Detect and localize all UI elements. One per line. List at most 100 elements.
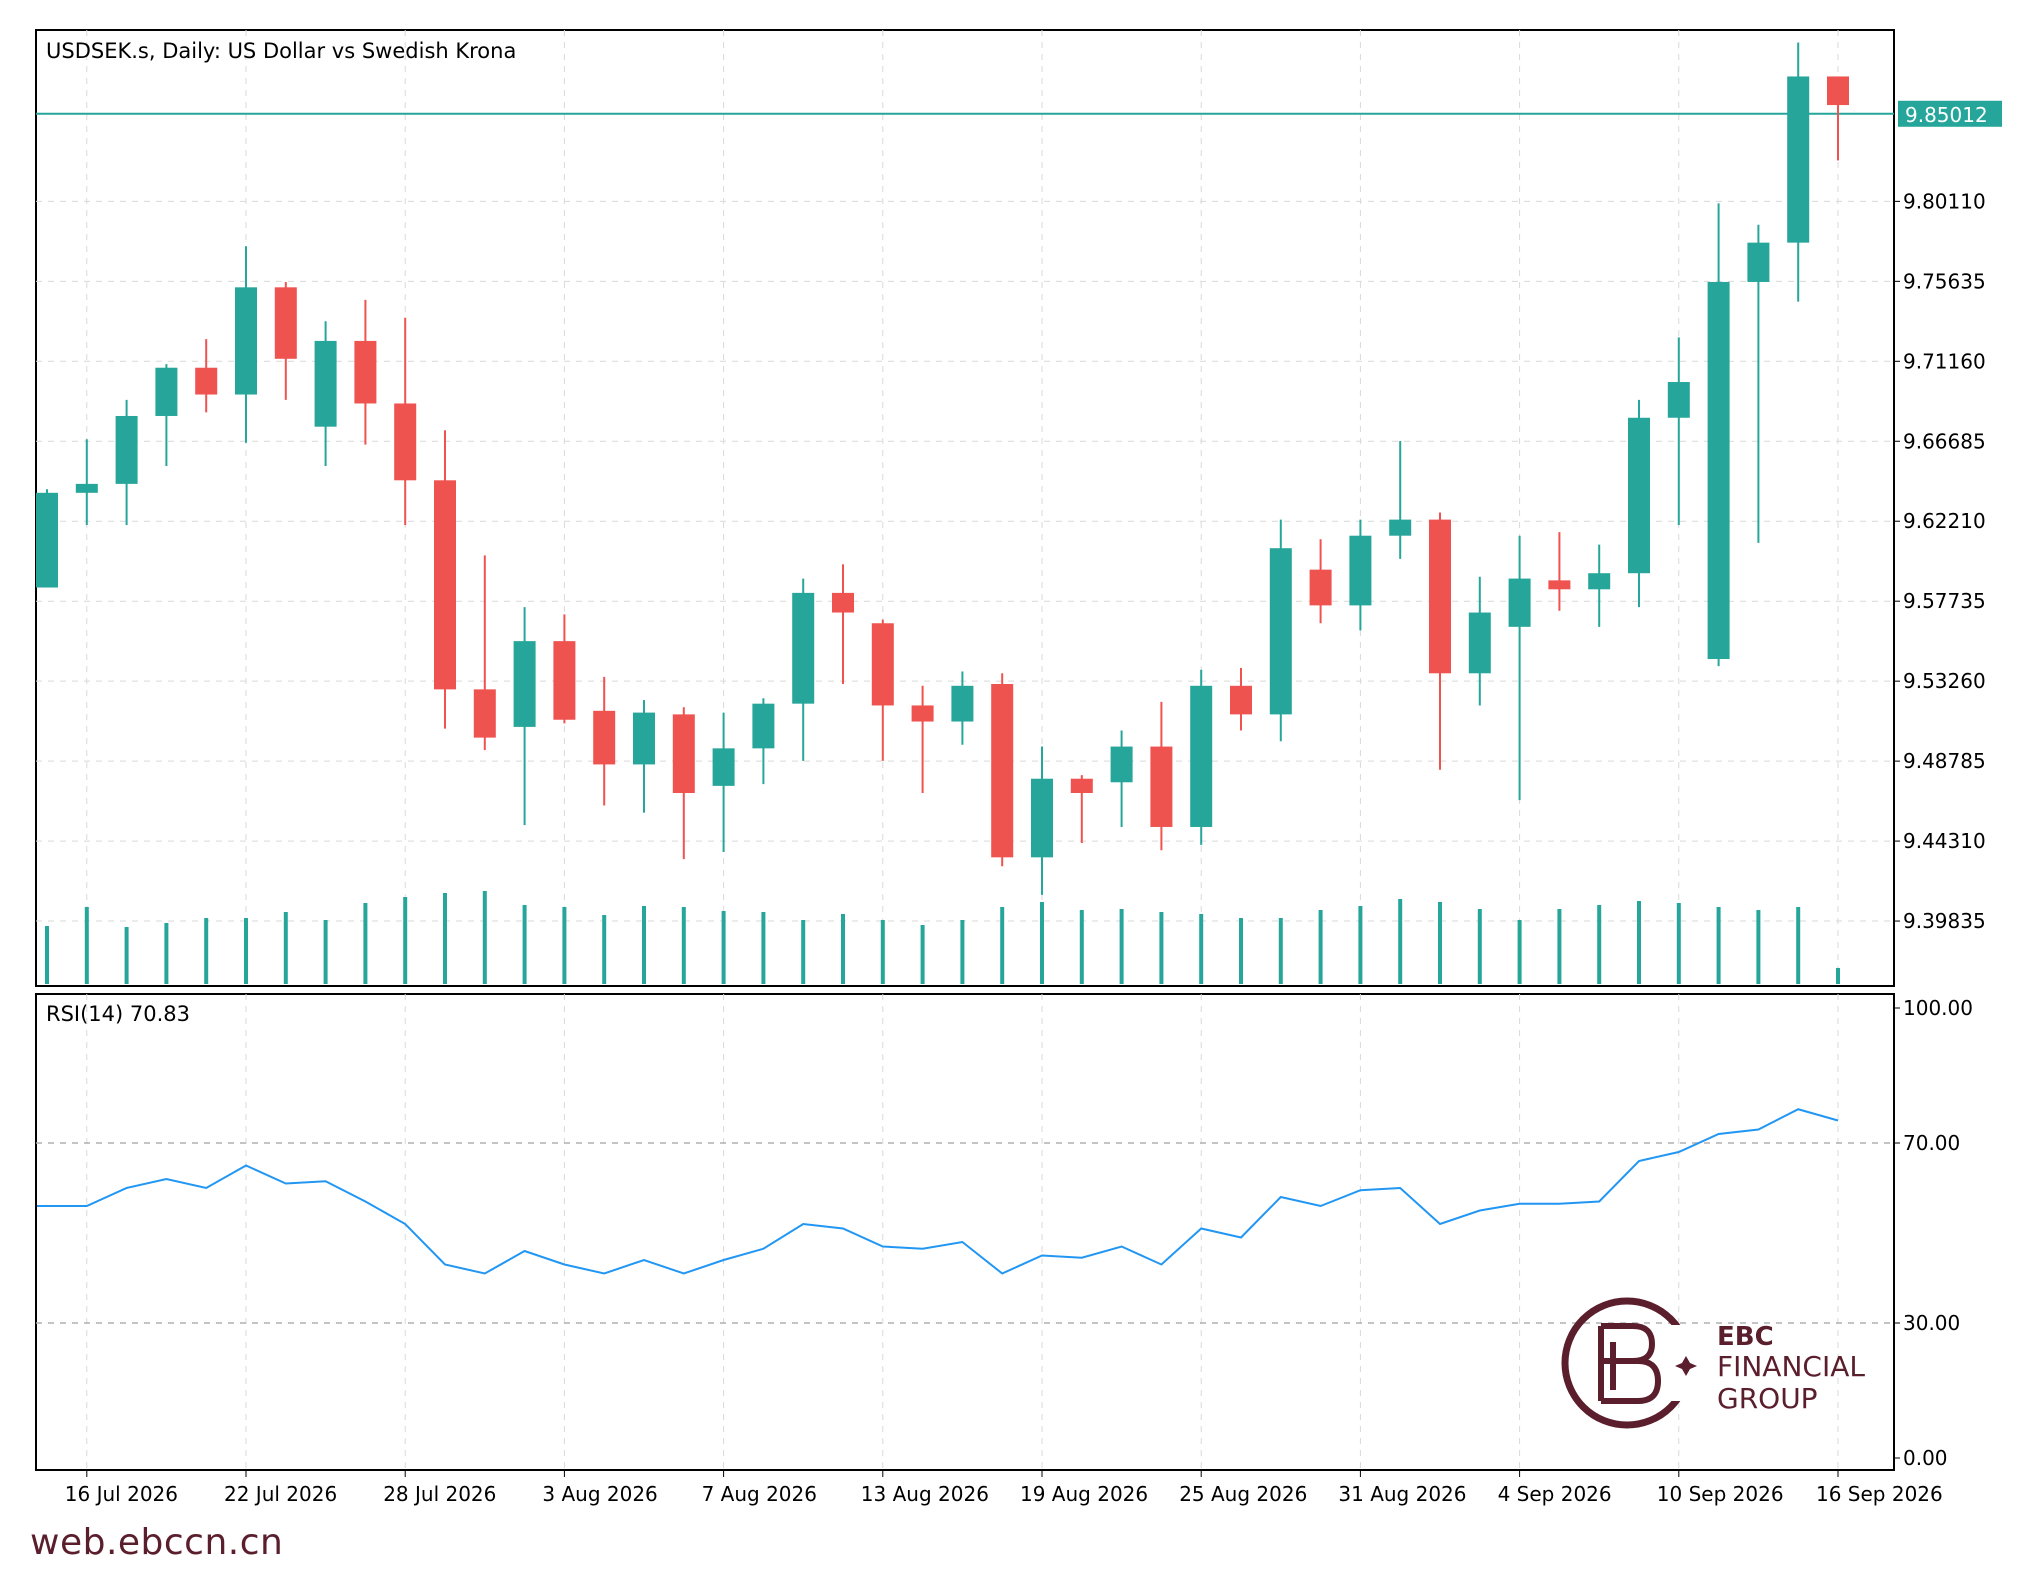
rsi-tick-label: 30.00 xyxy=(1903,1311,1960,1335)
candle-bull xyxy=(115,415,138,484)
time-tick-label: 28 Jul 2026 xyxy=(383,1482,496,1506)
volume-bar xyxy=(124,927,129,984)
rsi-tick-label: 70.00 xyxy=(1903,1131,1960,1155)
ebc-logo: EBC FINANCIAL GROUP xyxy=(1561,1297,1865,1429)
ebc-logo-group: GROUP xyxy=(1717,1382,1818,1415)
volume-bar xyxy=(920,925,925,984)
rsi-tick-label: 100.00 xyxy=(1903,996,1973,1020)
ebc-logo-gap xyxy=(1660,1325,1700,1401)
candle-bear xyxy=(1548,580,1571,590)
candle-bear xyxy=(1070,778,1093,794)
volume-bar xyxy=(960,920,965,984)
time-tick-label: 7 Aug 2026 xyxy=(702,1482,817,1506)
volume-bar xyxy=(45,926,49,984)
volume-bar xyxy=(204,918,209,984)
current-price-tag xyxy=(1898,100,2002,127)
sparkle-icon xyxy=(1675,1356,1697,1376)
volume-bar xyxy=(1000,907,1005,984)
volume-bar xyxy=(323,920,328,984)
axes: 9.80110 9.75635 9.71160 9.66685 9.62210 9.577… xyxy=(65,189,1986,1506)
rsi-line xyxy=(37,1108,1839,1275)
volume-bar xyxy=(1796,907,1801,984)
volume-bar xyxy=(602,915,607,984)
volume-bar xyxy=(1159,912,1164,984)
volume-bar xyxy=(1637,901,1641,984)
candle-bull xyxy=(1269,548,1292,715)
candle-bear xyxy=(832,592,854,613)
price-tick-label: 9.44310 xyxy=(1903,829,1986,853)
candle-bull xyxy=(1747,242,1770,282)
price-tick-label: 9.48785 xyxy=(1903,749,1986,773)
volume-bar xyxy=(1199,914,1204,984)
current-price-marker: 9.85012 xyxy=(1898,100,2002,127)
candle-bull xyxy=(1667,382,1690,418)
candle-bear xyxy=(195,367,218,395)
time-tick-label: 22 Jul 2026 xyxy=(224,1482,337,1506)
volume-bar xyxy=(522,905,527,984)
candle-bull xyxy=(1707,281,1730,659)
candle-bull xyxy=(314,340,337,427)
candle-bull xyxy=(712,748,735,786)
candle-bull xyxy=(75,483,98,493)
price-tick-label: 9.80110 xyxy=(1903,189,1986,213)
price-tick-label: 9.57735 xyxy=(1903,589,1986,613)
volume-bar xyxy=(1079,910,1084,984)
candle-bull xyxy=(1349,535,1372,606)
volume-bar xyxy=(84,907,89,984)
candle-bear xyxy=(394,403,417,481)
candle-bear xyxy=(553,641,576,720)
volume-bar xyxy=(761,912,766,984)
current-price-label: 9.85012 xyxy=(1905,103,1988,127)
time-tick-label: 10 Sep 2026 xyxy=(1657,1482,1784,1506)
volume-bar xyxy=(363,903,368,984)
candle-bull xyxy=(752,703,775,749)
candle-bear xyxy=(593,710,616,765)
price-tick-label: 9.62210 xyxy=(1903,509,1986,533)
candle-bear xyxy=(354,340,377,404)
candle-bear xyxy=(991,684,1014,858)
candle-bull xyxy=(513,641,536,727)
candle-bull xyxy=(235,287,257,395)
candle-bull xyxy=(1787,76,1810,243)
volume-bar xyxy=(681,907,686,984)
ebc-logo-glyph xyxy=(1598,1323,1662,1404)
candle-bull xyxy=(1628,417,1650,574)
time-tick-label: 4 Sep 2026 xyxy=(1498,1482,1612,1506)
volume-bar xyxy=(1438,902,1442,984)
ebc-logo-name: EBC xyxy=(1717,1322,1774,1352)
volume-bar xyxy=(164,923,169,984)
candle-bear xyxy=(1827,76,1849,106)
volume-bar xyxy=(1239,918,1243,984)
volume-bars xyxy=(45,891,1840,984)
candle-bull xyxy=(1508,578,1531,627)
candle-bull xyxy=(1468,612,1491,674)
volume-bar xyxy=(1040,902,1044,984)
volume-bar xyxy=(1318,910,1323,984)
candle-bear xyxy=(1150,746,1173,827)
candle-bull xyxy=(1110,746,1133,783)
volume-bar xyxy=(283,912,288,984)
rsi-label: RSI(14) 70.83 xyxy=(46,1002,190,1026)
volume-bar xyxy=(1676,903,1681,984)
volume-bar xyxy=(1517,920,1522,984)
candle-bull xyxy=(36,492,58,588)
price-pane xyxy=(35,29,1895,987)
candle-bear xyxy=(1429,519,1451,674)
time-tick-label: 16 Sep 2026 xyxy=(1816,1482,1943,1506)
volume-bar xyxy=(1358,906,1363,984)
volume-bar xyxy=(443,893,447,984)
time-tick-label: 19 Aug 2026 xyxy=(1020,1482,1148,1506)
candle-bear xyxy=(911,705,934,722)
time-tick-label: 16 Jul 2026 xyxy=(65,1482,178,1506)
volume-bar xyxy=(1716,907,1721,984)
volume-bar xyxy=(482,891,487,984)
price-tick-label: 9.39835 xyxy=(1903,909,1986,933)
candle-bear xyxy=(672,714,695,794)
time-tick-label: 3 Aug 2026 xyxy=(542,1482,657,1506)
price-tick-label: 9.66685 xyxy=(1903,429,1986,453)
volume-bar xyxy=(562,907,567,984)
rsi-pane xyxy=(35,993,1895,1471)
candle-bull xyxy=(155,367,178,416)
candlesticks xyxy=(36,42,1849,895)
